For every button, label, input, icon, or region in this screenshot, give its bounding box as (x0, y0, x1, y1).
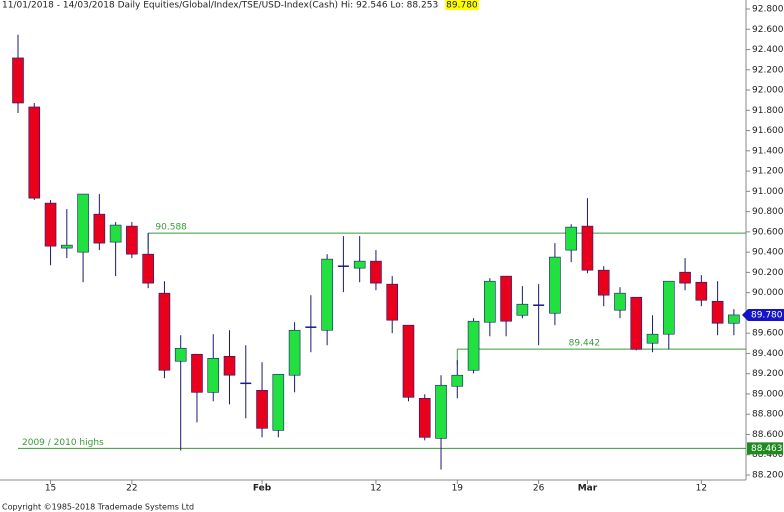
y-tick-label: 90.600 (752, 227, 784, 237)
candle-body (272, 374, 285, 431)
y-tick-label: 89.600 (752, 329, 784, 339)
y-tick-label: 88.600 (752, 430, 784, 440)
y-tick-label: 91.000 (752, 187, 784, 197)
candle-body (435, 384, 447, 439)
candle-body (418, 398, 431, 438)
candle-body (662, 280, 675, 335)
last-tag-label: 89.780 (751, 310, 783, 320)
candle-body (500, 275, 512, 322)
candle-body (158, 292, 171, 371)
y-tick-label: 92.200 (752, 65, 784, 75)
y-tick-label: 92.400 (752, 45, 784, 55)
footer: Copyright ©1985-2018 Trademade Systems L… (2, 503, 194, 512)
last-tag (742, 308, 784, 321)
y-tick-label: 90.400 (752, 248, 784, 258)
candle-body (679, 271, 691, 284)
candle-body (207, 357, 220, 393)
x-tick-label: 12 (696, 484, 707, 494)
candle-body (28, 106, 41, 199)
y-tick-label: 88.200 (752, 471, 784, 481)
candle-body (370, 260, 382, 284)
candle-body (174, 347, 187, 362)
level-label: 89.442 (569, 339, 601, 349)
candle-body (288, 329, 301, 376)
x-tick-label: Mar (578, 484, 598, 494)
last-highlight (445, 0, 479, 10)
candle-body (44, 202, 57, 247)
candle-body (402, 324, 415, 398)
candle-body (467, 320, 480, 371)
last-value: 89.780 (446, 1, 478, 11)
candle-body (695, 281, 708, 301)
candle-body (581, 225, 594, 271)
level-label: 90.588 (155, 223, 187, 233)
y-tick-label: 89.200 (752, 369, 784, 379)
candle-body (109, 224, 122, 243)
x-tick-label: 22 (126, 484, 137, 494)
y-tick-label: 89.000 (752, 389, 784, 399)
candle-body (126, 225, 138, 255)
candle-body (646, 333, 659, 344)
chart-title: 11/01/2018 - 14/03/2018 Daily Equities/G… (2, 1, 438, 11)
y-tick-label: 89.400 (752, 349, 784, 359)
candle-body (223, 355, 236, 376)
candle-body (630, 296, 643, 350)
candle-body (549, 256, 561, 314)
y-tick-label: 91.200 (752, 167, 784, 177)
y-tick-label: 92.800 (752, 5, 784, 15)
x-tick-label: 26 (533, 484, 545, 494)
candle-body (93, 213, 106, 244)
y-tick-label: 90.200 (752, 268, 784, 278)
y-tick-label: 92.600 (752, 25, 784, 35)
candle-body (61, 244, 73, 249)
y-tick-label: 92.000 (752, 86, 784, 96)
x-tick-label: 15 (45, 484, 56, 494)
y-tick-label: 91.800 (752, 106, 784, 116)
y-tick-label: 90.800 (752, 207, 784, 217)
candle-body (565, 226, 577, 251)
candle-body (12, 57, 24, 104)
x-tick-label: 12 (370, 484, 381, 494)
candle-body (614, 292, 626, 311)
y-tick-label: 90.000 (752, 288, 784, 298)
candle-body (77, 193, 89, 253)
candle-body (191, 353, 203, 393)
candle-body (256, 390, 268, 429)
y-tick-label: 88.400 (752, 450, 784, 460)
candle-body (321, 258, 333, 331)
candle-body (516, 303, 529, 316)
candle-body (353, 260, 366, 269)
candle-body (711, 300, 724, 324)
level-label: 2009 / 2010 highs (22, 438, 104, 448)
y-tick-label: 91.600 (752, 126, 784, 136)
y-tick-label: 88.800 (752, 410, 784, 420)
candle-body (386, 283, 399, 321)
candle-body (597, 269, 610, 296)
y-tick-label: 91.400 (752, 146, 784, 156)
candle-body (142, 253, 154, 284)
candle-body (484, 280, 496, 323)
x-tick-label: Feb (253, 484, 272, 494)
x-tick-label: 19 (452, 484, 464, 494)
level-tag (747, 442, 783, 455)
candle-body (728, 314, 740, 324)
level-tag-label: 88.463 (751, 444, 783, 454)
candle-body (451, 374, 464, 387)
